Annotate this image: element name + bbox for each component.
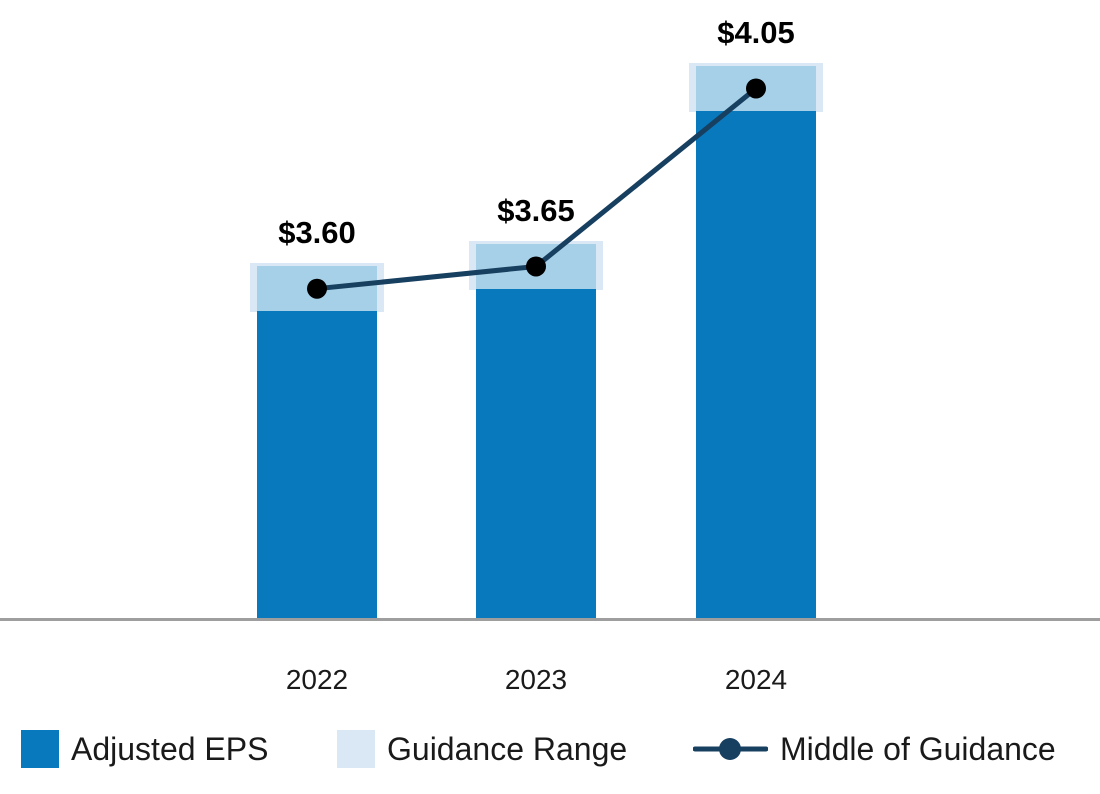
legend-label-middle-of-guidance: Middle of Guidance	[780, 730, 1056, 767]
adjusted-eps-swatch-icon	[21, 730, 59, 768]
bar-adjusted-eps-2022	[257, 310, 377, 618]
legend-item-guidance-range: Guidance Range	[337, 724, 627, 774]
guidance-band-2022	[257, 266, 377, 311]
category-label-2022: 2022	[285, 664, 349, 695]
guidance-band-2023	[476, 244, 596, 289]
guidance-range-swatch-icon	[337, 730, 375, 768]
legend-label-adjusted-eps: Adjusted EPS	[71, 730, 269, 767]
bar-adjusted-eps-2024	[696, 110, 816, 618]
plot-area: $3.60 2022 $3.65 2023 $4.05 2024	[0, 15, 1100, 695]
legend-label-guidance-range: Guidance Range	[387, 730, 628, 767]
guidance-band-2024	[696, 66, 816, 111]
x-axis-line	[0, 618, 1100, 621]
value-label-2022: $3.60	[278, 215, 356, 251]
legend: Adjusted EPS Guidance Range Middle of Gu…	[0, 724, 1100, 784]
legend-item-middle-of-guidance: Middle of Guidance	[692, 724, 1056, 774]
bar-adjusted-eps-2023	[476, 288, 596, 618]
value-label-2023: $3.65	[497, 193, 575, 229]
value-label-2024: $4.05	[717, 15, 795, 51]
line-dot-marker-icon	[692, 734, 769, 764]
category-label-2023: 2023	[504, 664, 568, 695]
category-label-2024: 2024	[724, 664, 788, 695]
legend-item-adjusted-eps: Adjusted EPS	[21, 724, 268, 774]
